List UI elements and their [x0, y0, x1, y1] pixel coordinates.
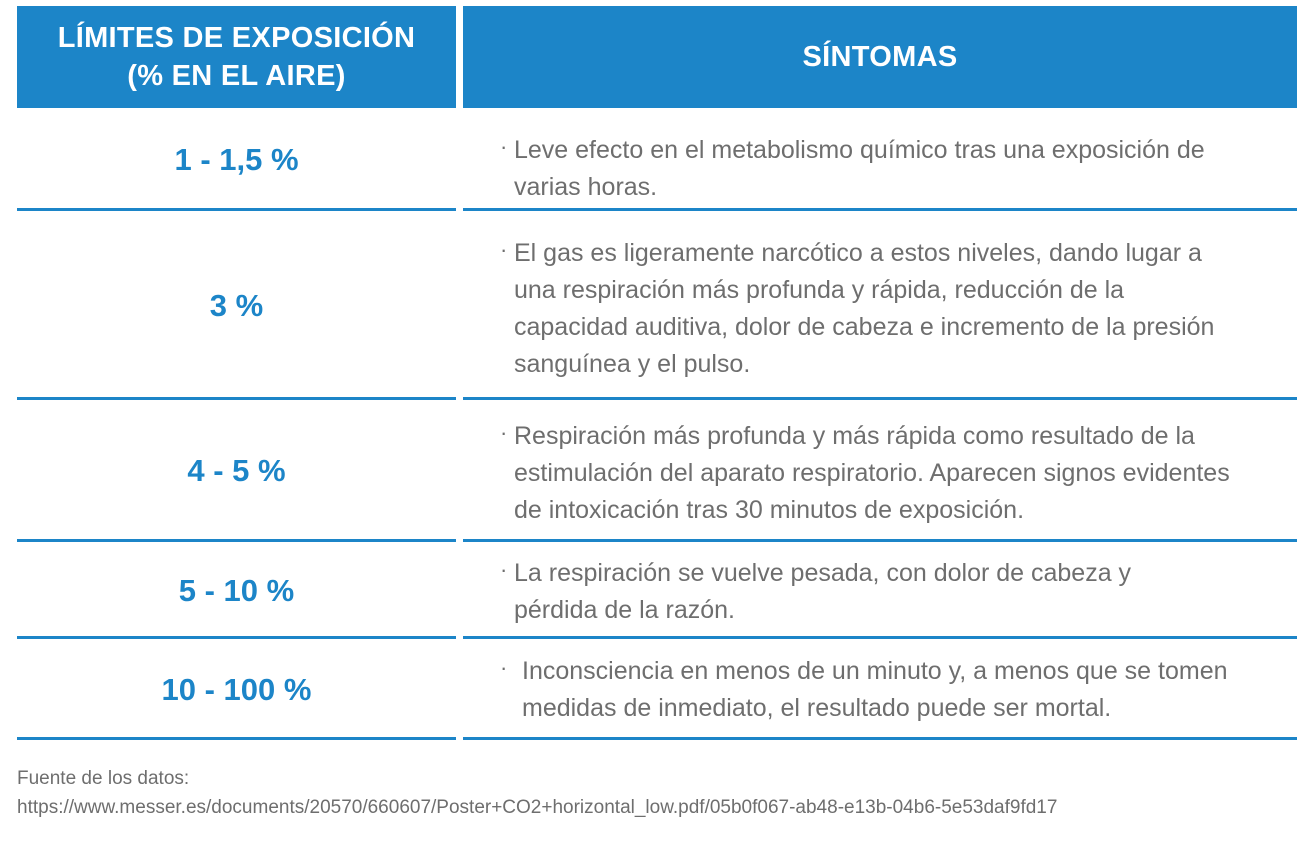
bullet-icon: ·	[500, 237, 508, 262]
row-divider-left	[17, 397, 456, 400]
symptom-cell: · Leve efecto en el metabolismo químico …	[500, 108, 1260, 211]
row-divider-left	[17, 636, 456, 639]
symptom-text: El gas es ligeramente narcótico a estos …	[514, 239, 1215, 378]
header-symptoms: SÍNTOMAS	[463, 6, 1297, 108]
table-row: 1 - 1,5 % · Leve efecto en el metabolism…	[0, 108, 1310, 211]
header-exposure-limits: LÍMITES DE EXPOSICIÓN (% EN EL AIRE)	[17, 6, 456, 108]
source-url: https://www.messer.es/documents/20570/66…	[17, 797, 1058, 818]
bullet-icon: ·	[500, 134, 508, 159]
limit-value: 4 - 5 %	[187, 453, 286, 488]
row-divider-left	[17, 208, 456, 211]
table-row: 3 % · El gas es ligeramente narcótico a …	[0, 211, 1310, 400]
source-label: Fuente de los datos:	[17, 768, 190, 789]
symptom-cell: · El gas es ligeramente narcótico a esto…	[500, 211, 1260, 400]
limit-value: 3 %	[209, 287, 264, 323]
limit-value: 10 - 100 %	[161, 671, 312, 707]
bullet-icon: ·	[500, 557, 508, 582]
header-exposure-limits-line1: LÍMITES DE EXPOSICIÓN	[57, 22, 416, 54]
symptom-cell: · Respiración más profunda y más rápida …	[500, 400, 1260, 542]
symptom-text: Leve efecto en el metabolismo químico tr…	[514, 136, 1205, 201]
row-divider-right	[463, 397, 1297, 400]
symptom-text: La respiración se vuelve pesada, con dol…	[514, 559, 1132, 624]
table-row: 4 - 5 % · Respiración más profunda y más…	[0, 400, 1310, 542]
row-divider-right	[463, 636, 1297, 639]
table-row: 5 - 10 % · La respiración se vuelve pesa…	[0, 542, 1310, 639]
symptom-cell: · Inconsciencia en menos de un minuto y,…	[500, 639, 1260, 740]
source-footer: Fuente de los datos: https://www.messer.…	[17, 764, 1307, 822]
limit-value: 1 - 1,5 %	[174, 141, 299, 177]
header-exposure-limits-line2: (% EN EL AIRE)	[127, 60, 346, 92]
header-symptoms-label: SÍNTOMAS	[802, 41, 958, 73]
bullet-icon: ·	[500, 420, 508, 445]
bullet-icon: ·	[500, 655, 508, 680]
symptom-text: Respiración más profunda y más rápida co…	[514, 422, 1230, 524]
symptom-cell: · La respiración se vuelve pesada, con d…	[500, 542, 1260, 639]
table-row: 10 - 100 % · Inconsciencia en menos de u…	[0, 639, 1310, 740]
row-divider-left	[17, 737, 456, 740]
row-divider-left	[17, 539, 456, 542]
row-divider-right	[463, 737, 1297, 740]
symptom-text: Inconsciencia en menos de un minuto y, a…	[522, 657, 1228, 722]
limit-value: 5 - 10 %	[178, 572, 295, 608]
row-divider-right	[463, 208, 1297, 211]
row-divider-right	[463, 539, 1297, 542]
